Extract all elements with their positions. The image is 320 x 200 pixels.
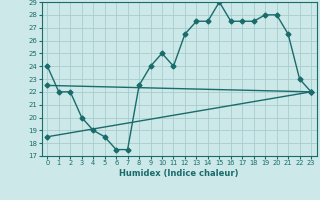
X-axis label: Humidex (Indice chaleur): Humidex (Indice chaleur) [119,169,239,178]
